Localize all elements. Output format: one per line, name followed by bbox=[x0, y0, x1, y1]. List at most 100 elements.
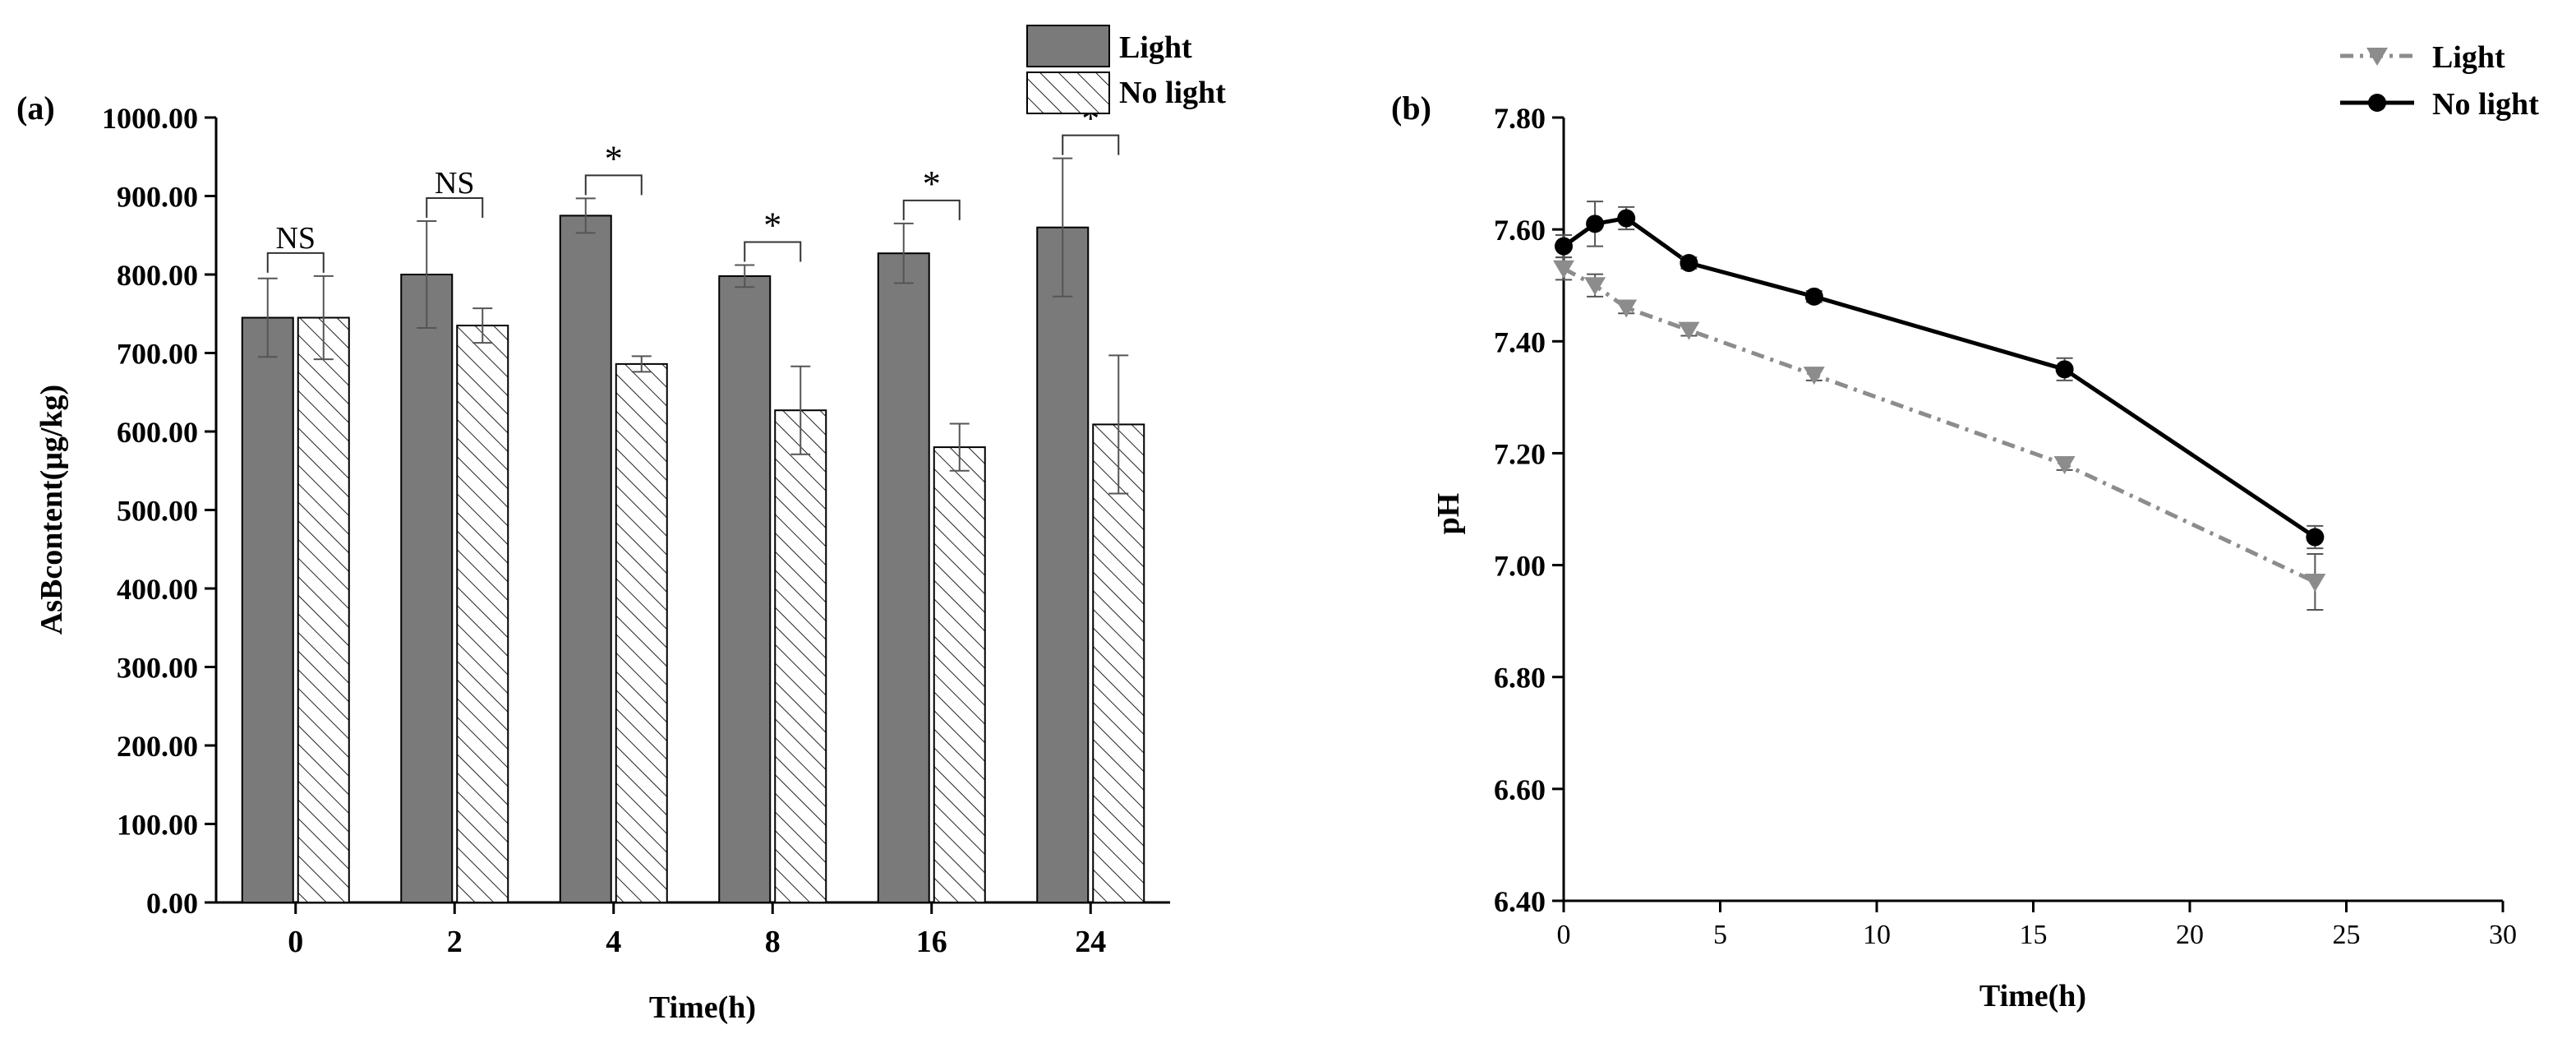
error-bar bbox=[1108, 354, 1129, 495]
legend-b-light-marker bbox=[2366, 48, 2388, 66]
bar-no-light bbox=[1092, 423, 1145, 903]
y-tick-label: 700.00 bbox=[117, 338, 198, 371]
x-tick-label: 2 bbox=[447, 925, 463, 959]
y-tick-label: 0.00 bbox=[146, 887, 198, 920]
data-point-no-light bbox=[1680, 253, 1698, 272]
error-bar bbox=[313, 275, 334, 361]
significance-label: * bbox=[923, 164, 941, 204]
significance-bracket bbox=[584, 174, 643, 196]
panel-a-legend: Light No light bbox=[1026, 25, 1226, 114]
error-bar bbox=[949, 422, 970, 472]
series-line-no-light bbox=[1562, 215, 2316, 539]
legend-b-no-light-marker bbox=[2368, 94, 2386, 112]
x-tick-label: 4 bbox=[606, 925, 621, 959]
y-tick-label: 200.00 bbox=[117, 730, 198, 763]
error-bar bbox=[257, 277, 278, 358]
x-tick-label: 15 bbox=[2020, 920, 2048, 950]
series-line-light bbox=[1562, 266, 2316, 584]
significance-bracket bbox=[744, 241, 802, 262]
y-tick-label: 100.00 bbox=[117, 809, 198, 842]
bar-no-light bbox=[456, 325, 509, 903]
y-tick-label: 400.00 bbox=[117, 573, 198, 606]
significance-label: NS bbox=[435, 166, 475, 201]
data-point-light bbox=[1584, 277, 1606, 296]
data-point-no-light bbox=[2055, 360, 2074, 379]
error-bar bbox=[575, 197, 596, 234]
x-tick-label: 16 bbox=[916, 925, 947, 959]
bar-no-light bbox=[297, 316, 350, 903]
significance-label: NS bbox=[275, 221, 316, 256]
bar-no-light bbox=[933, 446, 986, 903]
legend-a-light-swatch bbox=[1026, 25, 1110, 67]
data-point-light bbox=[1553, 260, 1574, 279]
bar-light bbox=[241, 316, 294, 903]
y-tick-label: 800.00 bbox=[117, 259, 198, 292]
y-tick-label: 6.60 bbox=[1494, 773, 1546, 806]
x-tick-label: 10 bbox=[1863, 920, 1891, 950]
line-chart-panel-b: (b) 6.40 6.60 6.80 7.00 7.20 7.40 7.60 7.80 0 5 1… bbox=[1391, 40, 2539, 1013]
bar-light bbox=[877, 252, 930, 903]
x-tick-label: 0 bbox=[288, 925, 303, 959]
significance-bracket bbox=[902, 199, 961, 220]
data-point-no-light bbox=[1804, 287, 1823, 306]
x-tick-label: 30 bbox=[2489, 920, 2517, 950]
data-point-light bbox=[1615, 299, 1638, 318]
panel-b-legend: Light No light bbox=[2340, 40, 2539, 122]
data-point-no-light bbox=[1555, 237, 1573, 256]
y-tick-label: 1000.00 bbox=[102, 102, 198, 135]
panel-a-x-axis-label: Time(h) bbox=[649, 990, 756, 1025]
y-tick-label: 7.20 bbox=[1494, 437, 1546, 470]
significance-label: * bbox=[763, 205, 781, 246]
y-tick-label: 7.40 bbox=[1494, 325, 1546, 358]
bar-no-light bbox=[615, 362, 668, 903]
significance-label: * bbox=[605, 138, 623, 178]
error-bar bbox=[631, 355, 652, 373]
x-tick-label: 25 bbox=[2333, 920, 2361, 950]
bar-light bbox=[718, 275, 772, 904]
error-bar bbox=[893, 222, 914, 284]
data-point-light bbox=[2304, 573, 2326, 592]
legend-a-no-light-label: No light bbox=[1119, 76, 1226, 110]
y-tick-label: 6.40 bbox=[1494, 885, 1546, 918]
y-tick-label: 600.00 bbox=[117, 416, 198, 449]
data-point-light bbox=[2053, 456, 2076, 475]
y-tick-label: 7.00 bbox=[1494, 550, 1546, 583]
error-bar bbox=[472, 307, 493, 344]
y-tick-label: 7.60 bbox=[1494, 214, 1546, 247]
significance-bracket bbox=[266, 252, 325, 273]
bar-chart-panel-a: (a) 0.00 100.00 200.00 300.00 400.00 500.00 60… bbox=[16, 25, 1226, 1025]
y-tick-label: 7.80 bbox=[1494, 102, 1546, 135]
bar-no-light bbox=[774, 409, 827, 903]
legend-a-light-label: Light bbox=[1119, 30, 1192, 65]
bar-light bbox=[559, 215, 612, 903]
x-tick-label: 24 bbox=[1075, 925, 1106, 959]
data-point-no-light bbox=[1586, 215, 1605, 233]
data-point-no-light bbox=[1617, 209, 1636, 228]
legend-b-no-light-label: No light bbox=[2432, 87, 2539, 122]
error-bar bbox=[790, 365, 811, 455]
error-bar bbox=[735, 264, 755, 288]
legend-a-no-light-swatch bbox=[1026, 72, 1110, 114]
x-tick-label: 0 bbox=[1557, 920, 1571, 950]
data-point-light bbox=[1678, 321, 1700, 340]
error-bar bbox=[417, 220, 437, 329]
y-tick-label: 300.00 bbox=[117, 652, 198, 685]
significance-bracket bbox=[1062, 134, 1120, 155]
x-tick-label: 5 bbox=[1713, 920, 1727, 950]
panel-b-x-axis-label: Time(h) bbox=[1979, 979, 2086, 1013]
bar-light bbox=[1036, 226, 1090, 903]
panel-b-y-axis-label: pH bbox=[1431, 493, 1466, 535]
error-bar bbox=[1053, 157, 1073, 298]
panel-a-label: (a) bbox=[16, 90, 55, 127]
data-point-no-light bbox=[2306, 528, 2325, 547]
y-tick-label: 900.00 bbox=[117, 181, 198, 214]
data-point-light bbox=[1803, 367, 1825, 385]
bar-light bbox=[400, 274, 454, 903]
y-tick-label: 6.80 bbox=[1494, 662, 1546, 695]
panel-b-label: (b) bbox=[1391, 90, 1431, 127]
legend-b-light-label: Light bbox=[2432, 40, 2505, 75]
panel-a-y-axis-label: AsBcontent(μg/kg) bbox=[35, 385, 69, 635]
significance-bracket bbox=[426, 197, 484, 219]
x-tick-label: 20 bbox=[2176, 920, 2204, 950]
